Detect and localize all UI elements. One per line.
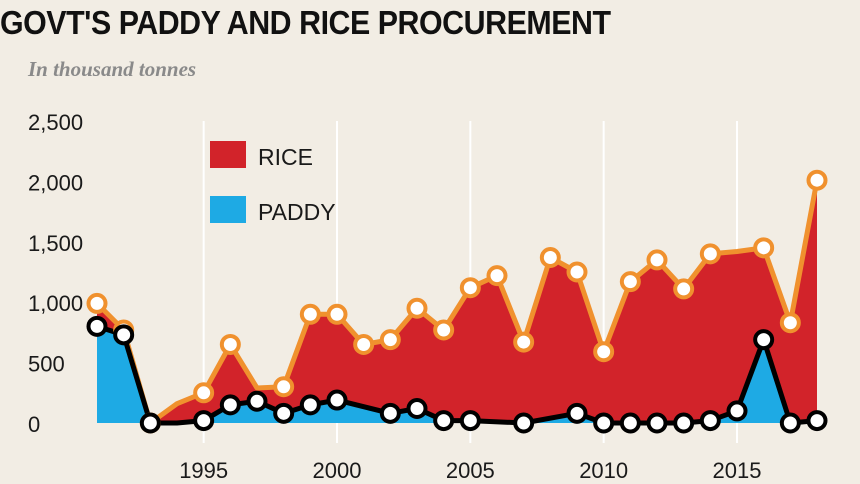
marker-paddy-2010 — [593, 412, 615, 434]
marker-paddy-2011 — [619, 412, 641, 434]
marker-rice-2010 — [593, 341, 615, 363]
marker-paddy-2009 — [566, 402, 588, 424]
marker-rice-1991 — [86, 292, 108, 314]
marker-paddy-2004 — [433, 410, 455, 432]
marker-rice-2017 — [779, 312, 801, 334]
marker-paddy-1995 — [193, 410, 215, 432]
marker-paddy-2016 — [753, 329, 775, 351]
marker-rice-1996 — [219, 333, 241, 355]
marker-paddy-2003 — [406, 398, 428, 420]
marker-paddy-1999 — [299, 394, 321, 416]
area-rice — [97, 180, 817, 423]
legend-swatch-rice — [210, 141, 246, 168]
x-axis-ticks: 1995 2000 2005 2010 2015 — [179, 458, 761, 483]
marker-paddy-1991 — [86, 315, 108, 337]
marker-rice-2000 — [326, 303, 348, 325]
marker-paddy-2014 — [699, 410, 721, 432]
marker-paddy-1993 — [139, 412, 161, 434]
marker-rice-2006 — [486, 265, 508, 287]
y-tick-label: 1,000 — [28, 291, 83, 316]
marker-rice-2004 — [433, 319, 455, 341]
marker-rice-2002 — [379, 329, 401, 351]
x-tick-label: 2000 — [313, 458, 362, 483]
legend-swatch-paddy — [210, 196, 246, 223]
legend-label-rice: RICE — [258, 144, 313, 170]
marker-paddy-1997 — [246, 390, 268, 412]
legend-label-paddy: PADDY — [258, 199, 336, 225]
marker-paddy-2005 — [459, 410, 481, 432]
marker-paddy-2018 — [806, 410, 828, 432]
marker-rice-2014 — [699, 243, 721, 265]
marker-paddy-2017 — [779, 412, 801, 434]
marker-rice-2011 — [619, 271, 641, 293]
marker-paddy-1998 — [273, 402, 295, 424]
marker-rice-1999 — [299, 303, 321, 325]
marker-rice-2007 — [513, 331, 535, 353]
y-tick-label: 500 — [28, 352, 65, 377]
marker-paddy-1996 — [219, 394, 241, 416]
y-axis-ticks: 0 500 1,000 1,500 2,000 2,500 — [28, 110, 83, 437]
marker-paddy-2015 — [726, 400, 748, 422]
markers — [86, 169, 828, 434]
marker-rice-1995 — [193, 382, 215, 404]
marker-rice-2016 — [753, 237, 775, 259]
x-tick-label: 2015 — [713, 458, 762, 483]
x-tick-label: 2005 — [446, 458, 495, 483]
y-tick-label: 0 — [28, 412, 40, 437]
marker-paddy-2002 — [379, 402, 401, 424]
chart-subtitle: In thousand tonnes — [28, 57, 197, 81]
marker-rice-2013 — [673, 278, 695, 300]
marker-paddy-2013 — [673, 412, 695, 434]
marker-paddy-2012 — [646, 412, 668, 434]
marker-paddy-2007 — [513, 412, 535, 434]
marker-rice-2018 — [806, 169, 828, 191]
marker-rice-1998 — [273, 376, 295, 398]
marker-rice-2012 — [646, 249, 668, 271]
line-rice — [94, 177, 820, 426]
marker-rice-2003 — [406, 297, 428, 319]
legend: RICE PADDY — [210, 141, 336, 225]
y-tick-label: 1,500 — [28, 231, 83, 256]
x-tick-label: 2010 — [579, 458, 628, 483]
marker-rice-2008 — [539, 247, 561, 269]
chart-title: GOVT'S PADDY AND RICE PROCUREMENT — [0, 4, 611, 41]
marker-rice-2009 — [566, 261, 588, 283]
marker-paddy-1992 — [113, 324, 135, 346]
marker-rice-2005 — [459, 277, 481, 299]
marker-paddy-2000 — [326, 389, 348, 411]
x-tick-label: 1995 — [179, 458, 228, 483]
y-tick-label: 2,000 — [28, 170, 83, 195]
marker-rice-2001 — [353, 333, 375, 355]
y-tick-label: 2,500 — [28, 110, 83, 135]
